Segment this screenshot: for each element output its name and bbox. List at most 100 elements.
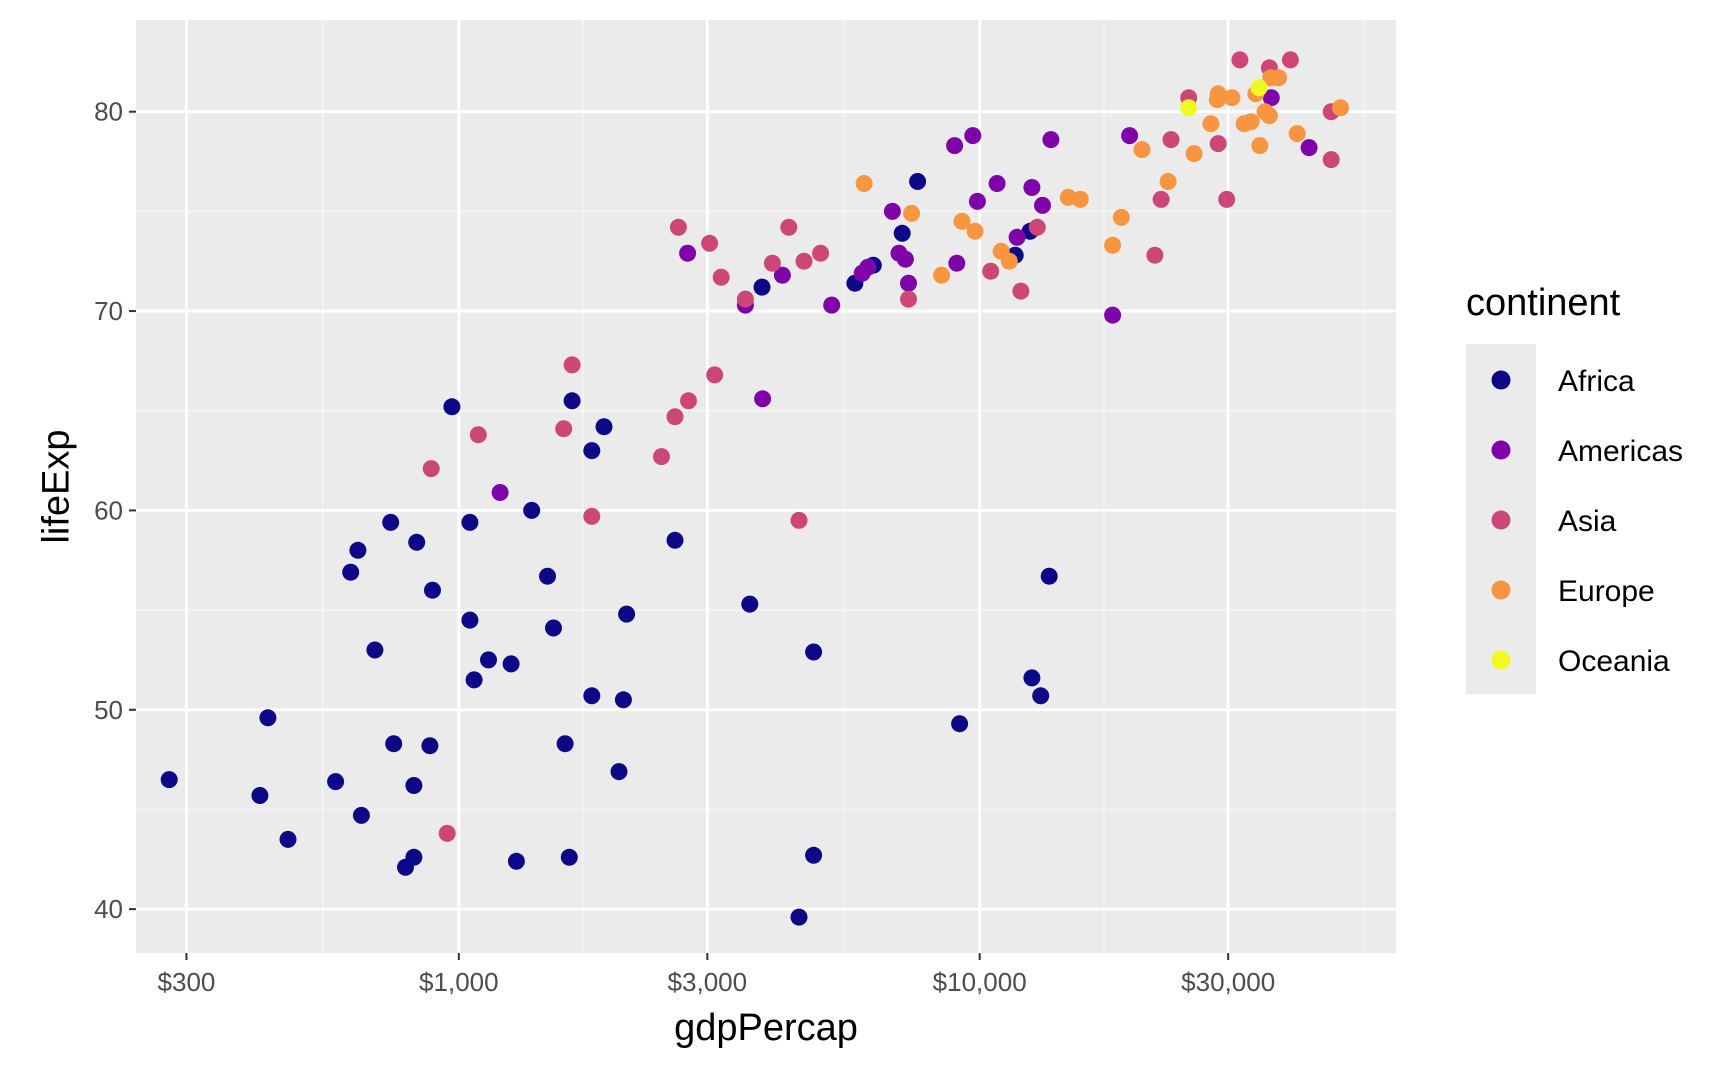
data-point-americas xyxy=(1034,196,1051,214)
data-point-asia xyxy=(812,244,830,262)
data-points xyxy=(160,51,1349,926)
data-point-asia xyxy=(1218,190,1236,208)
x-tick-label: $10,000 xyxy=(933,967,1027,997)
data-point-africa xyxy=(405,848,423,866)
data-point-asia xyxy=(1322,151,1340,169)
y-tick-label: 50 xyxy=(94,695,123,725)
legend-label-oceania: Oceania xyxy=(1558,645,1670,678)
data-point-africa xyxy=(539,567,556,585)
data-point-africa xyxy=(465,671,483,689)
data-point-asia xyxy=(680,392,697,410)
data-point-africa xyxy=(790,908,808,926)
data-point-africa xyxy=(251,787,269,804)
data-point-africa xyxy=(366,641,384,659)
legend-label-europe: Europe xyxy=(1558,575,1655,608)
data-point-africa xyxy=(160,771,178,789)
data-point-africa xyxy=(1040,567,1058,585)
data-point-americas xyxy=(679,244,697,262)
data-point-europe xyxy=(1251,137,1269,155)
data-point-africa xyxy=(279,830,297,848)
data-point-asia xyxy=(795,252,813,270)
data-point-americas xyxy=(754,390,772,408)
data-point-africa xyxy=(405,777,423,794)
data-point-africa xyxy=(1023,669,1041,687)
data-point-europe xyxy=(1071,190,1089,208)
data-point-americas xyxy=(1121,127,1139,145)
data-point-africa xyxy=(480,651,497,669)
y-tick-label: 80 xyxy=(94,97,123,127)
data-point-africa xyxy=(1032,687,1050,705)
data-point-americas xyxy=(948,254,966,272)
legend: continent Africa Americas Asia Europe Oceani… xyxy=(1466,282,1683,694)
data-point-africa xyxy=(408,533,426,551)
data-point-asia xyxy=(1012,282,1030,300)
major-gridlines xyxy=(136,20,1396,953)
legend-title: continent xyxy=(1466,282,1621,324)
data-point-europe xyxy=(1185,145,1203,163)
legend-label-africa: Africa xyxy=(1558,365,1635,398)
data-point-africa xyxy=(507,852,525,870)
data-point-americas xyxy=(1262,89,1280,107)
data-point-europe xyxy=(1242,113,1260,131)
data-point-africa xyxy=(563,392,581,410)
data-point-asia xyxy=(555,420,573,438)
data-point-europe xyxy=(1133,141,1151,159)
data-point-americas xyxy=(1042,131,1060,149)
data-point-asia xyxy=(422,460,440,478)
data-point-europe xyxy=(966,222,984,240)
data-point-africa xyxy=(560,848,578,866)
data-point-asia xyxy=(712,268,730,286)
data-point-americas xyxy=(988,175,1006,192)
data-point-americas xyxy=(1104,306,1122,324)
x-tick-label: $300 xyxy=(158,967,216,997)
data-point-africa xyxy=(556,735,574,753)
data-point-asia xyxy=(701,234,719,252)
data-point-europe xyxy=(1288,125,1306,143)
data-point-europe xyxy=(1159,173,1177,190)
data-point-africa xyxy=(614,691,632,709)
data-point-americas xyxy=(946,137,964,155)
y-tick-label: 60 xyxy=(94,495,123,525)
data-point-africa xyxy=(666,531,684,549)
y-axis: 40 50 60 70 80 xyxy=(94,97,136,924)
data-point-americas xyxy=(773,266,791,284)
data-point-africa xyxy=(421,737,439,755)
legend-label-asia: Asia xyxy=(1558,505,1617,538)
data-point-africa xyxy=(805,846,823,864)
plot-panel xyxy=(136,20,1396,953)
x-axis-title: gdpPercap xyxy=(674,1007,858,1049)
data-point-africa xyxy=(327,773,345,791)
data-point-asia xyxy=(1152,190,1170,208)
data-point-africa xyxy=(805,643,823,661)
data-point-africa xyxy=(893,224,911,242)
data-point-africa xyxy=(502,655,520,673)
legend-label-americas: Americas xyxy=(1558,435,1683,468)
data-point-europe xyxy=(1270,69,1288,87)
data-point-asia xyxy=(780,218,798,236)
data-point-asia xyxy=(469,426,487,444)
data-point-americas xyxy=(900,274,917,292)
data-point-africa xyxy=(583,442,601,460)
data-point-africa xyxy=(461,513,479,531)
data-point-africa xyxy=(618,605,636,623)
data-point-asia xyxy=(563,356,581,374)
legend-key-asia xyxy=(1491,510,1511,530)
data-point-europe xyxy=(1112,208,1130,226)
data-point-americas xyxy=(1008,228,1026,246)
x-tick-label: $3,000 xyxy=(668,967,748,997)
data-point-oceania xyxy=(1180,99,1198,117)
data-point-europe xyxy=(953,212,971,230)
data-point-asia xyxy=(1209,135,1227,153)
x-tick-label: $30,000 xyxy=(1181,967,1275,997)
data-point-africa xyxy=(352,806,370,824)
data-point-asia xyxy=(653,448,670,466)
data-point-africa xyxy=(443,398,461,416)
data-point-africa xyxy=(259,709,277,727)
data-point-americas xyxy=(896,250,914,268)
data-point-asia xyxy=(706,366,724,384)
data-point-asia xyxy=(736,290,754,308)
data-point-americas xyxy=(964,127,982,145)
data-point-africa xyxy=(583,687,601,705)
data-point-europe xyxy=(1332,99,1349,117)
